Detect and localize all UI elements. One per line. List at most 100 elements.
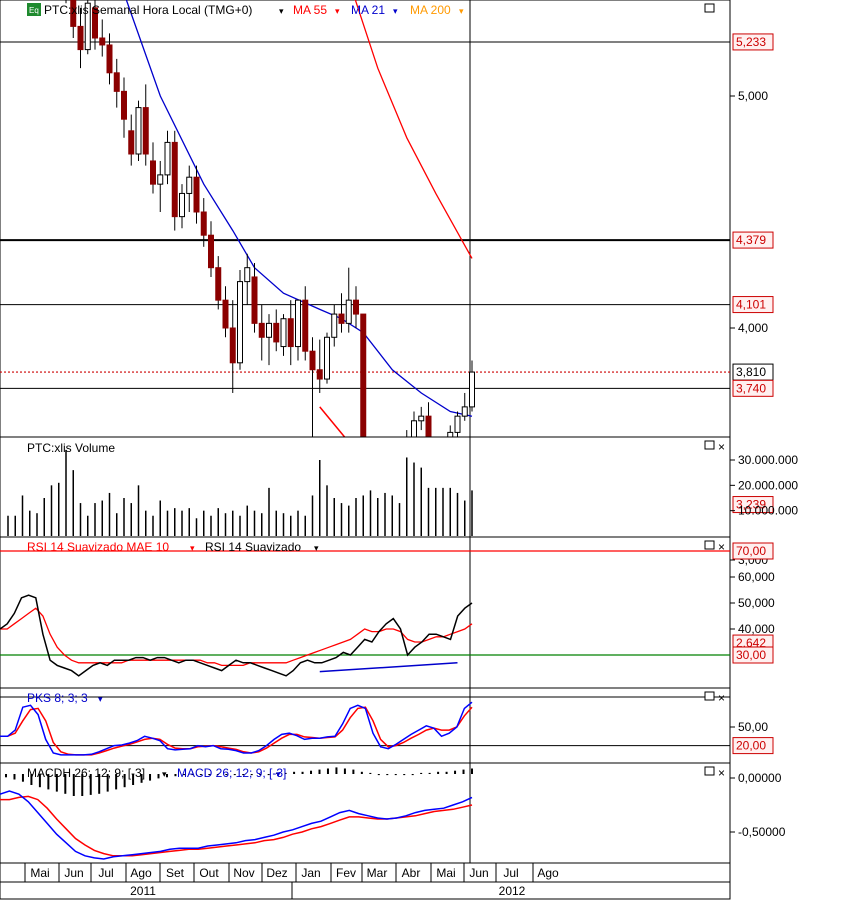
volume-close-icon[interactable]: × — [718, 440, 725, 454]
macd-axis-label: 0,00000 — [738, 771, 782, 785]
candle-body — [150, 160, 156, 185]
macd-maximize-icon[interactable] — [704, 766, 715, 776]
candle-body — [135, 107, 142, 155]
price-label: 4,101 — [736, 298, 766, 312]
year-label: 2011 — [130, 884, 156, 898]
candle-body — [295, 299, 301, 348]
volume-axis-label: 10.000.000 — [738, 504, 798, 518]
ma200-legend[interactable]: MA 200 — [410, 3, 451, 17]
stoch-dropdown-icon[interactable]: ▾ — [98, 694, 103, 704]
macd-legend[interactable]: MACD 26; 12; 9; [-3] — [177, 766, 286, 780]
stoch-panel: PKS 8; 3; 3 ▾ × — [0, 687, 731, 764]
symbol-title: PTC:xlis Semanal Hora Local (TMG+0) — [44, 3, 252, 17]
price-label-box — [732, 379, 774, 397]
candle-body — [222, 299, 229, 329]
candle-body — [99, 37, 106, 46]
rsi-panel: RSI 14 Suavizado MAE 10 ▾ RSI 14 Suaviza… — [0, 536, 731, 689]
candle-body — [331, 313, 338, 338]
candle-body — [128, 130, 135, 155]
eq-badge-icon — [27, 3, 41, 16]
candle-body — [287, 318, 294, 348]
stoch-axis-label: 50,00 — [738, 720, 768, 734]
candle-body — [237, 281, 243, 364]
ma21-legend[interactable]: MA 21 — [351, 3, 385, 17]
price-label-box — [732, 296, 774, 314]
macd-close-icon[interactable]: × — [718, 766, 725, 780]
candle-body — [113, 72, 120, 92]
ma200-dropdown-icon[interactable]: ▾ — [459, 6, 464, 16]
candle-body — [157, 174, 164, 185]
candle-body — [229, 327, 236, 364]
month-label: Jun — [469, 866, 488, 880]
candle-body — [186, 176, 193, 194]
rsi-close-icon[interactable]: × — [718, 540, 725, 554]
rsi-legend[interactable]: RSI 14 Suavizado — [205, 540, 301, 554]
rsi-ma-line — [0, 607, 473, 667]
month-label: Jan — [301, 866, 320, 880]
volume-panel: PTC:xlis Volume × — [0, 436, 731, 538]
candle-body — [324, 336, 330, 380]
stoch-level-label: 20,00 — [736, 739, 766, 753]
maximize-icon[interactable] — [704, 3, 715, 13]
time-axis: Mai Jun Jul Ago Set Out Nov Dez Jan Fev Mar Abr Mai J… — [0, 862, 731, 900]
ma21-dropdown-icon[interactable]: ▾ — [393, 6, 398, 16]
rsi-ma-legend[interactable]: RSI 14 Suavizado MAE 10 — [27, 540, 169, 554]
macd-line — [0, 790, 473, 860]
candle-body — [70, 0, 77, 27]
rsi-ma-dropdown-icon[interactable]: ▾ — [190, 543, 195, 553]
candle-body — [179, 192, 185, 218]
month-label: Abr — [402, 866, 421, 880]
ma21-line — [125, 0, 473, 417]
stoch-close-icon[interactable]: × — [718, 691, 725, 705]
year-label: 2012 — [499, 884, 526, 898]
rsi-dropdown-icon[interactable]: ▾ — [314, 543, 319, 553]
candle-body — [200, 211, 207, 236]
macd-dropdown-icon[interactable]: ▾ — [276, 769, 281, 779]
month-label: Ago — [537, 866, 559, 880]
volume-maximize-icon[interactable] — [704, 440, 715, 450]
macdh-legend[interactable]: MACDH 26; 12; 9; [-3] — [27, 766, 145, 780]
candle-body — [469, 371, 475, 408]
candle-body — [302, 299, 309, 352]
candle-body — [106, 44, 113, 74]
volume-axis: 30.000.000 20.000.000 10.000.000 — [730, 453, 798, 518]
eq-badge: Eq — [29, 6, 39, 15]
rsi-axis-label: 50,000 — [738, 596, 775, 610]
volume-title: PTC:xlis Volume — [27, 441, 115, 455]
macd-axis-label: -0,50000 — [738, 825, 786, 839]
stoch-maximize-icon[interactable] — [704, 691, 715, 701]
candle-body — [92, 7, 98, 39]
price-label: 4,379 — [736, 233, 766, 247]
candle-body — [121, 90, 127, 120]
month-label: Mai — [30, 866, 49, 880]
candle-body — [193, 176, 200, 213]
candle-body — [345, 299, 352, 324]
volume-axis-label: 20.000.000 — [738, 478, 798, 492]
price-label-box — [732, 231, 774, 249]
month-label: Jun — [64, 866, 83, 880]
rsi-level-label-box — [732, 646, 774, 664]
stoch-legend[interactable]: PKS 8; 3; 3 — [27, 691, 88, 705]
price-label: 3,810 — [736, 365, 766, 379]
month-label: Jul — [98, 866, 113, 880]
candle-body — [418, 415, 425, 422]
candle-body — [454, 415, 461, 433]
ma55-legend[interactable]: MA 55 — [293, 3, 327, 17]
stoch-axis: 50,00 20,00 — [730, 720, 774, 755]
macd-panel: MACDH 26; 12; 9; [-3] ▾ MACD 26; 12; 9; … — [0, 762, 731, 864]
rsi-maximize-icon[interactable] — [704, 540, 715, 550]
stoch-level-label-box — [732, 737, 774, 755]
ma55-legend-arrow-icon[interactable]: ▾ — [279, 6, 284, 16]
candle-body — [316, 369, 323, 380]
ma55-dropdown-icon[interactable]: ▾ — [335, 6, 340, 16]
candle-body — [244, 267, 251, 283]
month-label: Jul — [503, 866, 518, 880]
price-label: 3,740 — [736, 381, 766, 395]
candle-body — [258, 322, 265, 338]
macdh-dropdown-icon[interactable]: ▾ — [162, 769, 167, 779]
rsi-axis-label: 40,000 — [738, 622, 775, 636]
month-label: Dez — [266, 866, 287, 880]
candle-body — [461, 406, 468, 417]
month-label: Out — [199, 866, 219, 880]
